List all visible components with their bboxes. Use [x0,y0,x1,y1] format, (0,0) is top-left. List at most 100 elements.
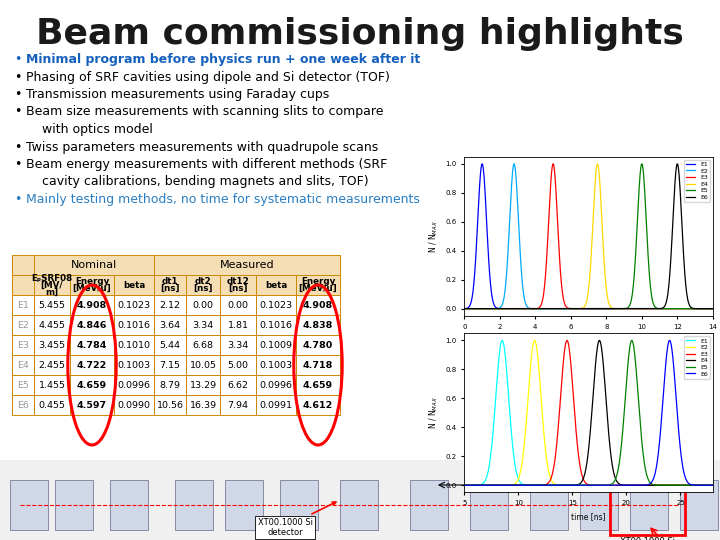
Text: 0.0991: 0.0991 [259,401,292,409]
Bar [12,315,34,335]
E4 [595,337,603,343]
E3 [618,306,627,312]
Text: 1.455: 1.455 [38,381,66,389]
Text: 0.0996: 0.0996 [259,381,292,389]
Text: Mainly testing methods, no time for systematic measurements: Mainly testing methods, no time for syst… [26,193,420,206]
Bar [280,480,318,530]
Bar [220,395,256,415]
E2 [605,306,613,312]
Text: 0.1016: 0.1016 [117,321,150,329]
Line: E2: E2 [464,164,713,309]
E4 [460,306,469,312]
E3 [562,337,571,343]
Text: 5.455: 5.455 [38,300,66,309]
Bar [154,275,186,295]
E4 [611,475,620,482]
Bar [186,355,220,375]
Bar [256,315,296,335]
E4 [605,300,613,307]
E4 [605,433,613,440]
E3 [605,306,613,312]
Bar [114,395,154,415]
Bar [154,355,186,375]
E6 [604,306,613,312]
Text: 1.81: 1.81 [228,321,248,329]
E1 [618,306,627,312]
E5 [460,482,469,489]
E1 [708,482,717,489]
E2 [708,306,717,312]
Text: 0.00: 0.00 [192,300,214,309]
Bar [0,460,720,540]
Text: Measured: Measured [220,260,274,270]
Bar [70,375,114,395]
E3 [675,482,683,489]
E1 [478,160,487,167]
E5 [604,482,613,488]
Bar [154,255,340,275]
Bar [154,335,186,355]
Text: dt2: dt2 [194,277,211,286]
Text: 0.1003: 0.1003 [259,361,292,369]
Bar [12,395,34,415]
Text: dt12: dt12 [227,277,249,286]
Text: 4.597: 4.597 [77,401,107,409]
Bar [296,375,340,395]
Bar [256,275,296,295]
Bar [12,295,34,315]
Bar [225,480,263,530]
Text: Beam size measurements with scanning slits to compare: Beam size measurements with scanning sli… [26,105,384,118]
Text: E4: E4 [17,361,29,369]
Text: 0.1016: 0.1016 [259,321,292,329]
E6 [611,306,619,312]
E2 [649,306,657,312]
Text: [MeV/u]: [MeV/u] [299,284,338,293]
E2 [618,306,627,312]
Bar [154,295,186,315]
Bar [220,375,256,395]
E3 [611,306,620,312]
Text: 4.659: 4.659 [303,381,333,389]
E2 [605,482,613,489]
E3 [675,306,683,312]
E6 [649,306,657,312]
Text: 0.1023: 0.1023 [117,300,150,309]
Line: E6: E6 [464,340,713,485]
E4 [618,306,627,312]
Text: 2.12: 2.12 [160,300,181,309]
Text: 3.64: 3.64 [159,321,181,329]
Text: •: • [14,140,22,153]
Line: E5: E5 [464,340,713,485]
Bar [114,275,154,295]
E6 [673,160,682,167]
E5 [675,482,683,489]
Bar [110,480,148,530]
E6 [665,337,674,343]
E2 [681,306,690,312]
Bar [410,480,448,530]
E4 [460,482,469,489]
E1 [475,182,484,188]
Y-axis label: N / N$_{MAX}$: N / N$_{MAX}$ [428,396,440,429]
Bar [220,275,256,295]
E6 [675,166,683,173]
Text: 7.94: 7.94 [228,401,248,409]
Bar [256,395,296,415]
X-axis label: time [ns]: time [ns] [571,512,606,521]
Text: XT00.1000 Si
detector: XT00.1000 Si detector [258,502,336,537]
Text: E3: E3 [17,341,29,349]
E6 [604,482,613,489]
Bar [680,480,718,530]
E4 [649,306,657,312]
Text: Nominal: Nominal [71,260,117,270]
Line: E6: E6 [464,164,713,309]
E1 [649,306,658,312]
E3 [618,482,627,489]
E6 [708,482,717,489]
E1 [605,482,613,489]
E3 [611,482,620,489]
E5 [611,306,619,312]
Text: Phasing of SRF cavities using dipole and Si detector (TOF): Phasing of SRF cavities using dipole and… [26,71,390,84]
Bar [256,335,296,355]
Bar [34,315,70,335]
